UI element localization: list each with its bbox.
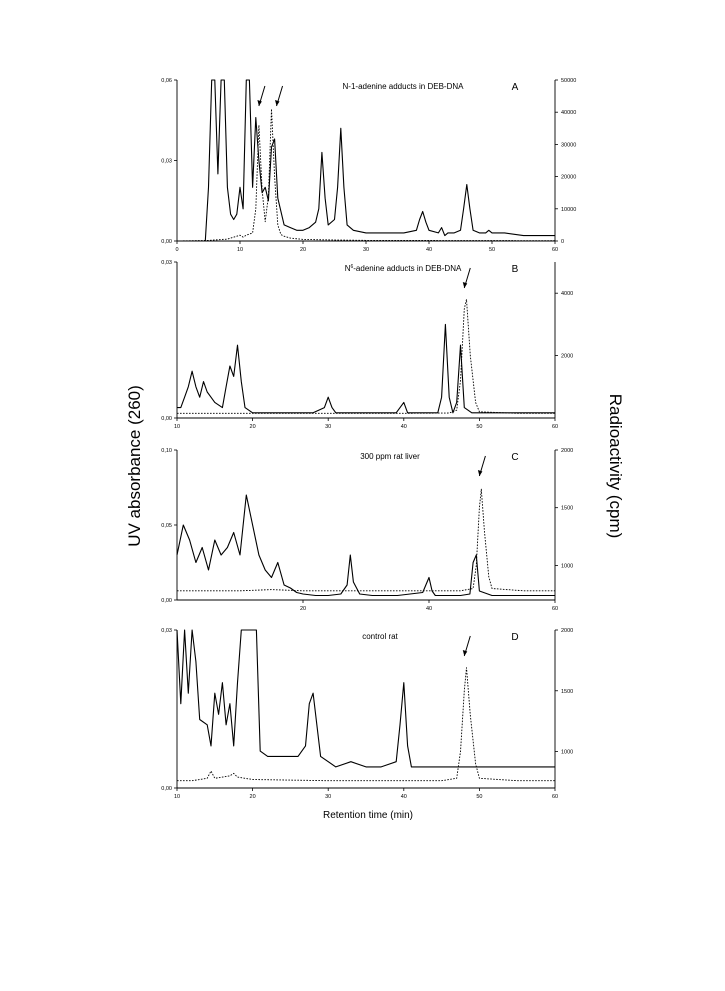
x-tick-label: 20 — [250, 794, 256, 800]
panel-title: N-1-adenine adducts in DEB-DNA — [343, 82, 465, 91]
panel-title: control rat — [362, 632, 398, 641]
y-right-tick-label: 20000 — [561, 175, 576, 181]
x-tick-label: 20 — [300, 247, 306, 253]
x-tick-label: 0 — [175, 247, 178, 253]
peak-arrow-head — [477, 470, 483, 476]
panel-letter: D — [511, 632, 518, 643]
y-right-tick-label: 4000 — [561, 291, 573, 297]
panel-letter: B — [512, 264, 519, 275]
y-left-tick-label: 0,00 — [161, 416, 172, 422]
x-tick-label: 10 — [237, 247, 243, 253]
y-left-tick-label: 0,03 — [161, 159, 172, 165]
y-left-tick-label: 0,10 — [161, 448, 172, 454]
radioactivity-trace — [177, 488, 555, 592]
radioactivity-trace — [177, 298, 555, 414]
x-tick-label: 40 — [426, 606, 432, 612]
uv-absorbance-trace — [176, 629, 555, 768]
y-left-tick-label: 0,05 — [161, 523, 172, 529]
panel-letter: A — [512, 82, 519, 93]
panel-d: 10 20 30 40 50 60 0,00 0,03 1000 1500 2000 control … — [161, 628, 573, 800]
uv-absorbance-trace — [177, 79, 555, 242]
radioactivity-trace — [177, 667, 555, 782]
peak-arrow-head — [275, 100, 280, 106]
y-left-tick-label: 0,03 — [161, 628, 172, 634]
x-tick-label: 50 — [476, 794, 482, 800]
panel-c: 20 40 60 0,00 0,05 0,10 1000 1500 2000 300 ppm ra… — [161, 448, 573, 612]
x-tick-label: 40 — [401, 424, 407, 430]
x-tick-label: 60 — [552, 424, 558, 430]
y-left-tick-label: 0,00 — [161, 239, 172, 245]
y-right-tick-label: 1000 — [561, 750, 573, 756]
panel-title: 300 ppm rat liver — [360, 452, 420, 461]
y-right-tick-label: 2000 — [561, 448, 573, 454]
x-tick-label: 50 — [489, 247, 495, 253]
panel-title: N6-adenine adducts in DEB-DNA — [345, 264, 462, 273]
y-right-tick-label: 50000 — [561, 78, 576, 84]
x-tick-label: 40 — [401, 794, 407, 800]
x-tick-label: 20 — [300, 606, 306, 612]
panel-b: 10 20 30 40 50 60 0,00 0,03 2000 4000 N6-adenine a… — [161, 260, 573, 430]
x-tick-label: 50 — [476, 424, 482, 430]
y-right-tick-label: 30000 — [561, 142, 576, 148]
y-right-tick-label: 40000 — [561, 110, 576, 116]
y-right-tick-label: 0 — [561, 239, 564, 245]
y-left-tick-label: 0,06 — [161, 78, 172, 84]
x-tick-label: 60 — [552, 606, 558, 612]
y-right-tick-label: 2000 — [561, 628, 573, 634]
radioactivity-trace — [176, 108, 556, 242]
x-tick-label: 60 — [552, 247, 558, 253]
x-tick-label: 60 — [552, 794, 558, 800]
y-left-tick-label: 0,00 — [161, 786, 172, 792]
panel-letter: C — [511, 452, 518, 463]
peak-arrow-head — [462, 282, 468, 288]
y-right-tick-label: 1500 — [561, 506, 573, 512]
x-tick-label: 20 — [250, 424, 256, 430]
y-right-tick-label: 1500 — [561, 689, 573, 695]
y-right-axis-title: Radioactivity (cpm) — [606, 394, 625, 539]
x-tick-label: 40 — [426, 247, 432, 253]
y-right-tick-label: 1000 — [561, 563, 573, 569]
y-left-tick-label: 0,03 — [161, 260, 172, 266]
x-tick-label: 30 — [325, 794, 331, 800]
peak-arrow-head — [462, 650, 468, 656]
x-tick-label: 10 — [174, 794, 180, 800]
uv-absorbance-trace — [177, 323, 555, 414]
x-tick-label: 10 — [174, 424, 180, 430]
y-left-tick-label: 0,00 — [161, 598, 172, 604]
x-tick-label: 30 — [363, 247, 369, 253]
y-left-axis-title: UV absorbance (260) — [125, 385, 144, 547]
uv-absorbance-trace — [176, 494, 555, 597]
y-right-tick-label: 10000 — [561, 207, 576, 213]
peak-arrow-head — [257, 100, 262, 106]
y-right-tick-label: 2000 — [561, 354, 573, 360]
x-axis-title: Retention time (min) — [323, 810, 413, 821]
x-tick-label: 30 — [325, 424, 331, 430]
panel-a: 0 10 20 30 40 50 60 0,00 0,03 0,06 0 10000 20000 3000… — [161, 78, 576, 253]
